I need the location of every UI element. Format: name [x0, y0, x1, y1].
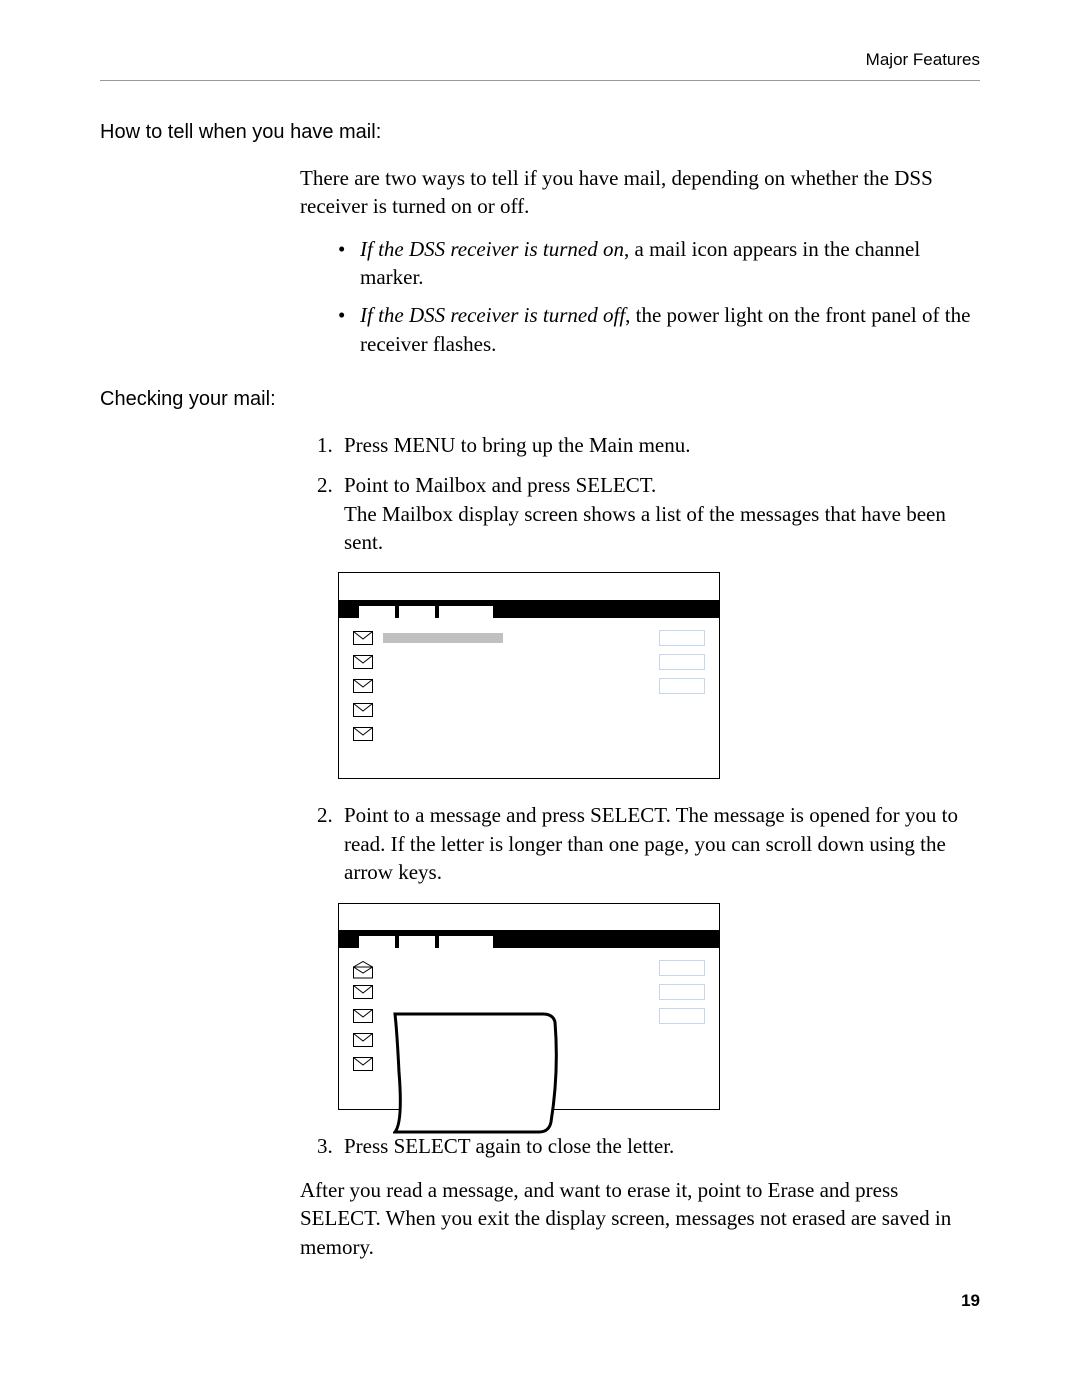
figure-tab [399, 606, 435, 618]
mail-tag [659, 654, 705, 670]
figure-tab-bar [339, 600, 719, 618]
mail-row [353, 650, 705, 674]
figure-tab-bar [339, 930, 719, 948]
envelope-open-icon [353, 961, 373, 975]
mail-tag [659, 984, 705, 1000]
after-paragraph: After you read a message, and want to er… [300, 1176, 980, 1261]
mail-row [353, 722, 705, 746]
figure-title [339, 904, 719, 930]
figure-tab [359, 936, 395, 948]
figure-footer [339, 756, 719, 779]
bullet-item: If the DSS receiver is turned off, the p… [338, 301, 980, 358]
open-letter-overlay [393, 1012, 563, 1132]
envelope-icon [353, 679, 373, 693]
envelope-icon [353, 985, 373, 999]
mail-tag [659, 678, 705, 694]
figure-tab [399, 936, 435, 948]
figure-tab [359, 606, 395, 618]
figure-body [339, 618, 719, 756]
figure-tab [439, 936, 493, 948]
step-line: Point to Mailbox and press SELECT. [344, 473, 656, 497]
mail-row [353, 674, 705, 698]
envelope-icon [353, 727, 373, 741]
page-number: 19 [100, 1291, 980, 1311]
mail-row [353, 980, 705, 1004]
intro-paragraph: There are two ways to tell if you have m… [300, 164, 980, 221]
bullet-list: If the DSS receiver is turned on, a mail… [338, 235, 980, 358]
step-item: Point to a message and press SELECT. The… [338, 801, 980, 886]
header-rule [100, 80, 980, 81]
mailbox-figure-list [338, 572, 720, 779]
bullet-emphasis: If the DSS receiver is turned off [360, 303, 625, 327]
steps-list-2: Point to a message and press SELECT. The… [338, 801, 980, 886]
steps-list-1: Press MENU to bring up the Main menu. Po… [338, 431, 980, 556]
envelope-icon [353, 631, 373, 645]
envelope-icon [353, 703, 373, 717]
envelope-icon [353, 1009, 373, 1023]
mail-row [353, 956, 705, 980]
figure-tab [439, 606, 493, 618]
mail-tag [659, 630, 705, 646]
step-line: The Mailbox display screen shows a list … [344, 502, 946, 554]
mail-subject-selected [383, 633, 503, 643]
running-header: Major Features [100, 50, 980, 80]
bullet-item: If the DSS receiver is turned on, a mail… [338, 235, 980, 292]
heading-checking-mail: Checking your mail: [100, 388, 980, 411]
mailbox-figure-open [338, 903, 720, 1110]
mail-row [353, 626, 705, 650]
heading-how-to-tell: How to tell when you have mail: [100, 121, 980, 144]
figure-body [339, 948, 719, 1086]
mail-tag [659, 1008, 705, 1024]
envelope-icon [353, 1057, 373, 1071]
envelope-icon [353, 1033, 373, 1047]
step-item: Point to Mailbox and press SELECT. The M… [338, 471, 980, 556]
mail-row [353, 698, 705, 722]
step-item: Press MENU to bring up the Main menu. [338, 431, 980, 459]
mail-tag [659, 960, 705, 976]
bullet-emphasis: If the DSS receiver is turned on [360, 237, 624, 261]
envelope-icon [353, 655, 373, 669]
figure-title [339, 573, 719, 599]
